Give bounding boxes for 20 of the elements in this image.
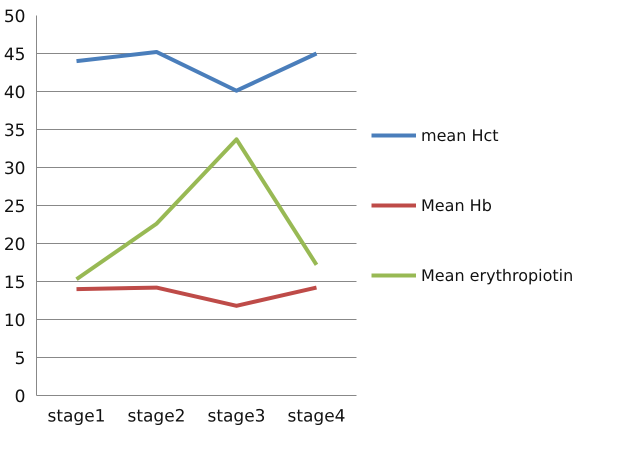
- y-tick-label: 30: [4, 159, 26, 179]
- y-tick-label: 0: [14, 387, 26, 407]
- y-tick-label: 20: [4, 235, 26, 255]
- y-tick-label: 10: [4, 311, 26, 331]
- y-tick-label: 45: [4, 45, 26, 65]
- legend-label: mean Hct: [421, 126, 499, 144]
- x-tick-label: stage3: [207, 406, 266, 426]
- y-tick-label: 5: [14, 349, 26, 369]
- legend-label: Mean Hb: [421, 196, 492, 214]
- line-series: [74, 50, 318, 93]
- x-tick-label: stage2: [127, 406, 186, 426]
- y-tick-label: 25: [4, 197, 26, 217]
- y-tick-label: 40: [4, 83, 26, 103]
- x-tick-label: stage1: [47, 406, 106, 426]
- y-tick-label: 35: [4, 121, 26, 141]
- y-tick-label: 15: [4, 273, 26, 293]
- x-tick-label: stage4: [287, 406, 346, 426]
- legend-label: Mean erythropiotin: [421, 266, 574, 284]
- y-tick-label: 50: [4, 7, 26, 27]
- line-series: [74, 137, 318, 282]
